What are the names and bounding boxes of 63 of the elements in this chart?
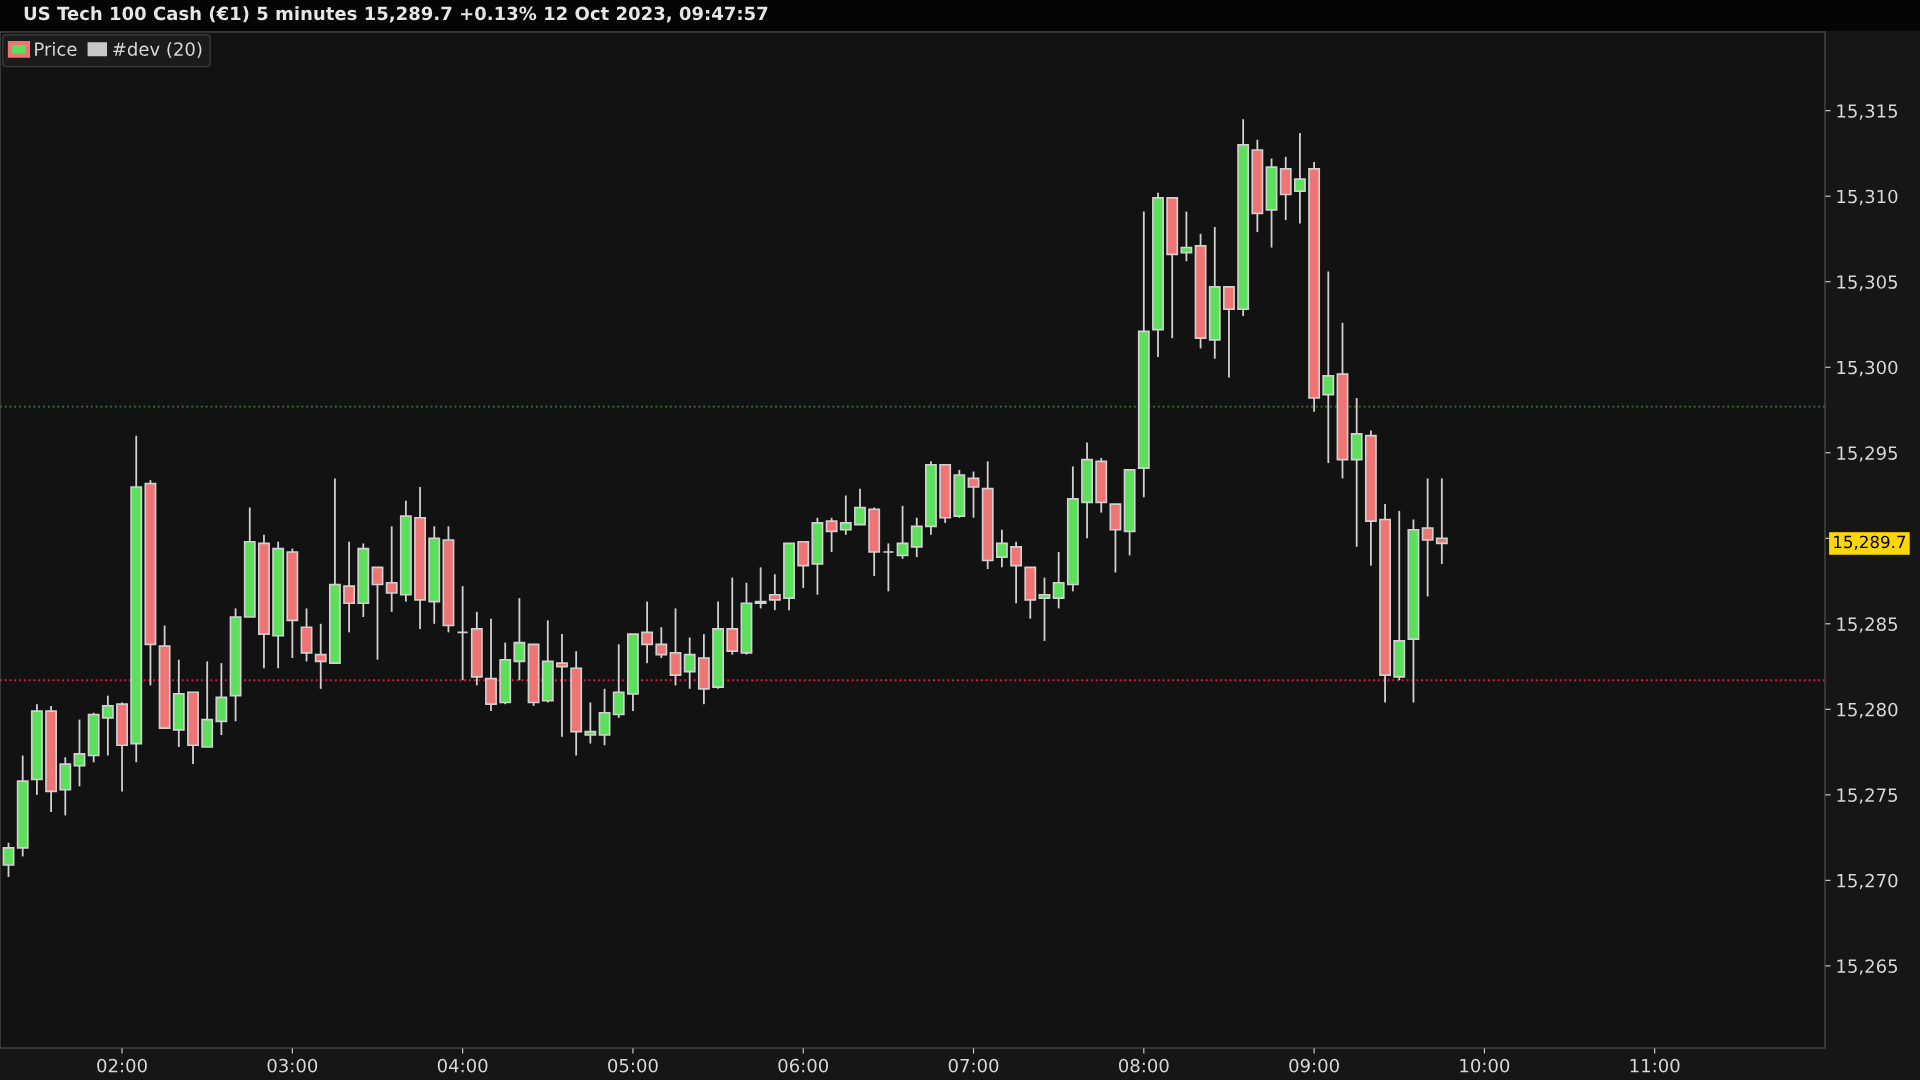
candlestick xyxy=(314,622,327,690)
candlestick xyxy=(1421,477,1434,598)
candlestick xyxy=(598,687,611,747)
candlestick xyxy=(456,585,469,682)
candlestick xyxy=(1010,540,1023,605)
y-tick-label: 15,305 xyxy=(1837,275,1898,291)
candlestick xyxy=(768,573,781,612)
y-tick-label: 15,310 xyxy=(1837,189,1898,206)
candlestick xyxy=(882,542,895,593)
text: 15,289.7 xyxy=(1834,535,1906,550)
candlestick xyxy=(1435,477,1448,565)
x-tick-label: 07:00 xyxy=(948,1058,999,1073)
x-tick-label: 04:00 xyxy=(437,1058,488,1073)
x-tick-label: 06:00 xyxy=(778,1058,829,1073)
y-tick-label: 15,300 xyxy=(1837,360,1898,377)
candlestick xyxy=(655,626,668,659)
y-tick-label: 15,280 xyxy=(1837,702,1898,719)
legend-label: Price xyxy=(35,41,77,56)
candlestick xyxy=(1052,551,1065,610)
y-tick-label: 15,295 xyxy=(1837,446,1898,462)
x-tick-label: 11:00 xyxy=(1630,1058,1680,1073)
annotation: #dev (20) xyxy=(113,41,202,59)
candlestick xyxy=(2,841,15,878)
candlestick xyxy=(1293,132,1306,225)
candlestick xyxy=(1223,285,1235,379)
y-tick-label: 15,275 xyxy=(1837,788,1898,804)
chart-title: US Tech 100 Cash (€1) 5 minutes 15,289.7 +0.13% 12 Oct 2023, 09:47:57 xyxy=(24,6,768,23)
candlestick xyxy=(825,516,838,553)
candlestick xyxy=(215,662,228,736)
candlestick xyxy=(910,516,923,559)
x-tick-label: 05:00 xyxy=(608,1058,658,1073)
candlestick xyxy=(343,540,356,634)
candlestick xyxy=(754,566,767,610)
candlestick xyxy=(641,600,654,665)
candlestick xyxy=(854,487,866,526)
x-tick-label: 03:00 xyxy=(267,1058,318,1073)
candlestick xyxy=(385,525,398,613)
x-tick-label: 02:00 xyxy=(97,1058,147,1073)
candlestick xyxy=(683,636,696,690)
candlestick xyxy=(995,528,1008,569)
x-tick-label: 09:00 xyxy=(1289,1058,1339,1073)
candlestick xyxy=(73,718,86,788)
candlestick xyxy=(513,597,526,682)
candlestick xyxy=(371,566,384,661)
candlestick xyxy=(896,504,909,560)
x-tick-label: 08:00 xyxy=(1118,1058,1169,1073)
candlestick xyxy=(839,494,852,536)
candlestick xyxy=(669,607,682,687)
candlestick xyxy=(1038,576,1051,642)
candlestick xyxy=(556,633,568,738)
y-tick-label: 15,265 xyxy=(1837,959,1898,975)
y-tick-label: 15,315 xyxy=(1837,104,1898,120)
y-tick-label: 15,285 xyxy=(1837,617,1898,633)
x-tick-label: 10:00 xyxy=(1460,1058,1510,1073)
candlestick xyxy=(797,540,810,589)
candlestick xyxy=(1180,210,1193,263)
candlestick xyxy=(726,576,739,656)
candlestick xyxy=(101,694,114,757)
candlestick xyxy=(584,701,597,745)
candlestick xyxy=(612,643,625,719)
candlestick xyxy=(1322,270,1335,464)
candlestick xyxy=(967,470,980,519)
y-tick-label: 15,270 xyxy=(1837,873,1898,890)
